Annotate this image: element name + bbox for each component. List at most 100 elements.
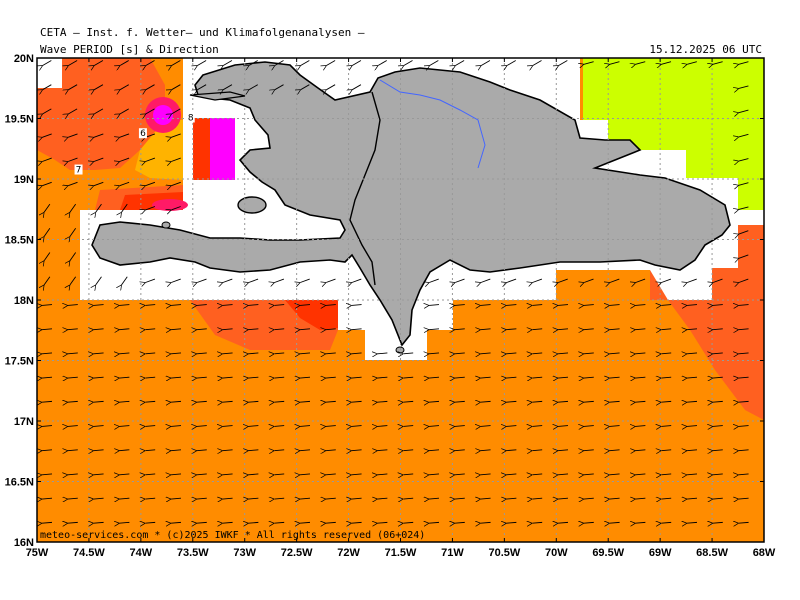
direction-arrow <box>94 181 104 185</box>
direction-arrow <box>68 474 78 475</box>
direction-arrow <box>506 401 517 402</box>
direction-arrow <box>42 450 53 451</box>
direction-arrow <box>687 522 698 523</box>
direction-arrow <box>352 377 362 378</box>
direction-arrow <box>68 377 78 378</box>
direction-arrow <box>610 401 620 402</box>
lat-tick-label: 16N <box>14 537 34 549</box>
direction-arrow <box>558 278 568 282</box>
direction-arrow <box>584 377 594 378</box>
direction-arrow <box>326 450 336 451</box>
direction-arrow <box>146 181 156 185</box>
direction-arrow <box>44 252 51 261</box>
contour-label-bg <box>138 128 147 139</box>
direction-arrow <box>223 60 233 66</box>
direction-arrow <box>68 133 78 137</box>
direction-arrow <box>661 401 672 402</box>
map-subtitle: Wave PERIOD [s] & Direction <box>40 43 219 56</box>
direction-arrow <box>171 377 182 378</box>
lon-tick-label: 69W <box>649 547 672 559</box>
direction-arrow <box>248 353 259 354</box>
direction-arrow <box>377 353 388 354</box>
direction-arrow <box>429 450 440 451</box>
contour-labels: 6 7 8 <box>74 112 195 176</box>
direction-arrow <box>713 353 723 354</box>
direction-arrow <box>739 377 749 378</box>
direction-arrow <box>171 181 181 185</box>
lon-tick-label: 68.5W <box>696 547 728 559</box>
direction-arrow <box>610 498 620 499</box>
direction-arrow <box>68 181 78 185</box>
direction-arrow <box>635 305 646 306</box>
direction-arrow <box>532 522 543 523</box>
direction-arrow <box>661 305 672 306</box>
direction-arrow <box>429 474 440 475</box>
direction-arrow <box>506 305 517 306</box>
direction-arrow <box>146 206 156 209</box>
direction-arrow <box>223 377 233 378</box>
direction-arrow <box>635 426 646 427</box>
direction-arrow <box>68 60 78 66</box>
direction-arrow <box>274 401 285 402</box>
direction-arrow <box>94 329 104 330</box>
direction-arrow <box>635 498 646 499</box>
cayemites-island <box>161 221 171 229</box>
direction-arrow <box>94 426 104 427</box>
direction-arrow <box>584 353 594 354</box>
direction-arrow <box>120 60 129 66</box>
graticule <box>37 58 764 542</box>
direction-arrow <box>687 474 698 475</box>
direction-arrow <box>145 450 156 451</box>
direction-arrow <box>532 329 543 330</box>
direction-arrow <box>506 522 517 523</box>
lon-tick-label: 74.5W <box>73 547 105 559</box>
period-zone-nw <box>37 58 165 170</box>
direction-arrow <box>300 353 311 354</box>
direction-arrow <box>197 278 207 282</box>
valid-time: 15.12.2025 06 UTC <box>649 43 762 56</box>
direction-arrow <box>274 450 285 451</box>
direction-arrow <box>70 203 77 212</box>
direction-arrow <box>713 61 723 65</box>
direction-arrow <box>739 353 749 354</box>
lat-tick-label: 19N <box>14 174 34 186</box>
direction-arrow <box>377 377 388 378</box>
direction-arrow <box>352 401 362 402</box>
direction-arrow <box>507 60 516 66</box>
direction-arrow <box>584 401 594 402</box>
direction-arrow <box>635 474 646 475</box>
direction-arrow <box>326 377 336 378</box>
direction-arrow <box>171 401 182 402</box>
direction-arrow <box>403 522 414 523</box>
direction-arrow <box>558 329 569 330</box>
direction-arrow <box>145 353 156 354</box>
direction-arrow <box>429 353 440 354</box>
org-title: CETA — Inst. f. Wetter— und Klimafolgena… <box>40 26 365 39</box>
direction-arrow <box>172 60 181 66</box>
lat-tick-label: 19.5N <box>5 114 34 126</box>
direction-arrow <box>661 61 672 65</box>
direction-arrow <box>326 401 336 402</box>
lon-tick-label: 74W <box>130 547 153 559</box>
direction-arrow <box>584 474 594 475</box>
direction-arrow <box>455 426 465 427</box>
period-zone-nordouest-peak <box>210 118 235 180</box>
direction-arrow <box>352 329 362 330</box>
direction-arrow <box>403 426 414 427</box>
contour-label: 8 <box>188 114 194 124</box>
direction-arrow <box>532 377 543 378</box>
direction-arrow <box>122 203 128 212</box>
direction-arrow <box>197 329 207 330</box>
direction-arrow <box>68 305 78 306</box>
direction-arrow <box>713 522 723 523</box>
direction-arrow <box>687 450 698 451</box>
direction-arrow <box>68 401 78 402</box>
direction-arrow <box>197 84 207 90</box>
direction-arrow <box>635 329 646 330</box>
direction-arrow <box>326 305 336 306</box>
direction-arrow <box>326 474 336 475</box>
direction-arrow <box>42 474 53 475</box>
direction-arrow <box>481 305 491 306</box>
direction-arrow <box>119 353 130 354</box>
direction-arrow <box>481 60 491 66</box>
